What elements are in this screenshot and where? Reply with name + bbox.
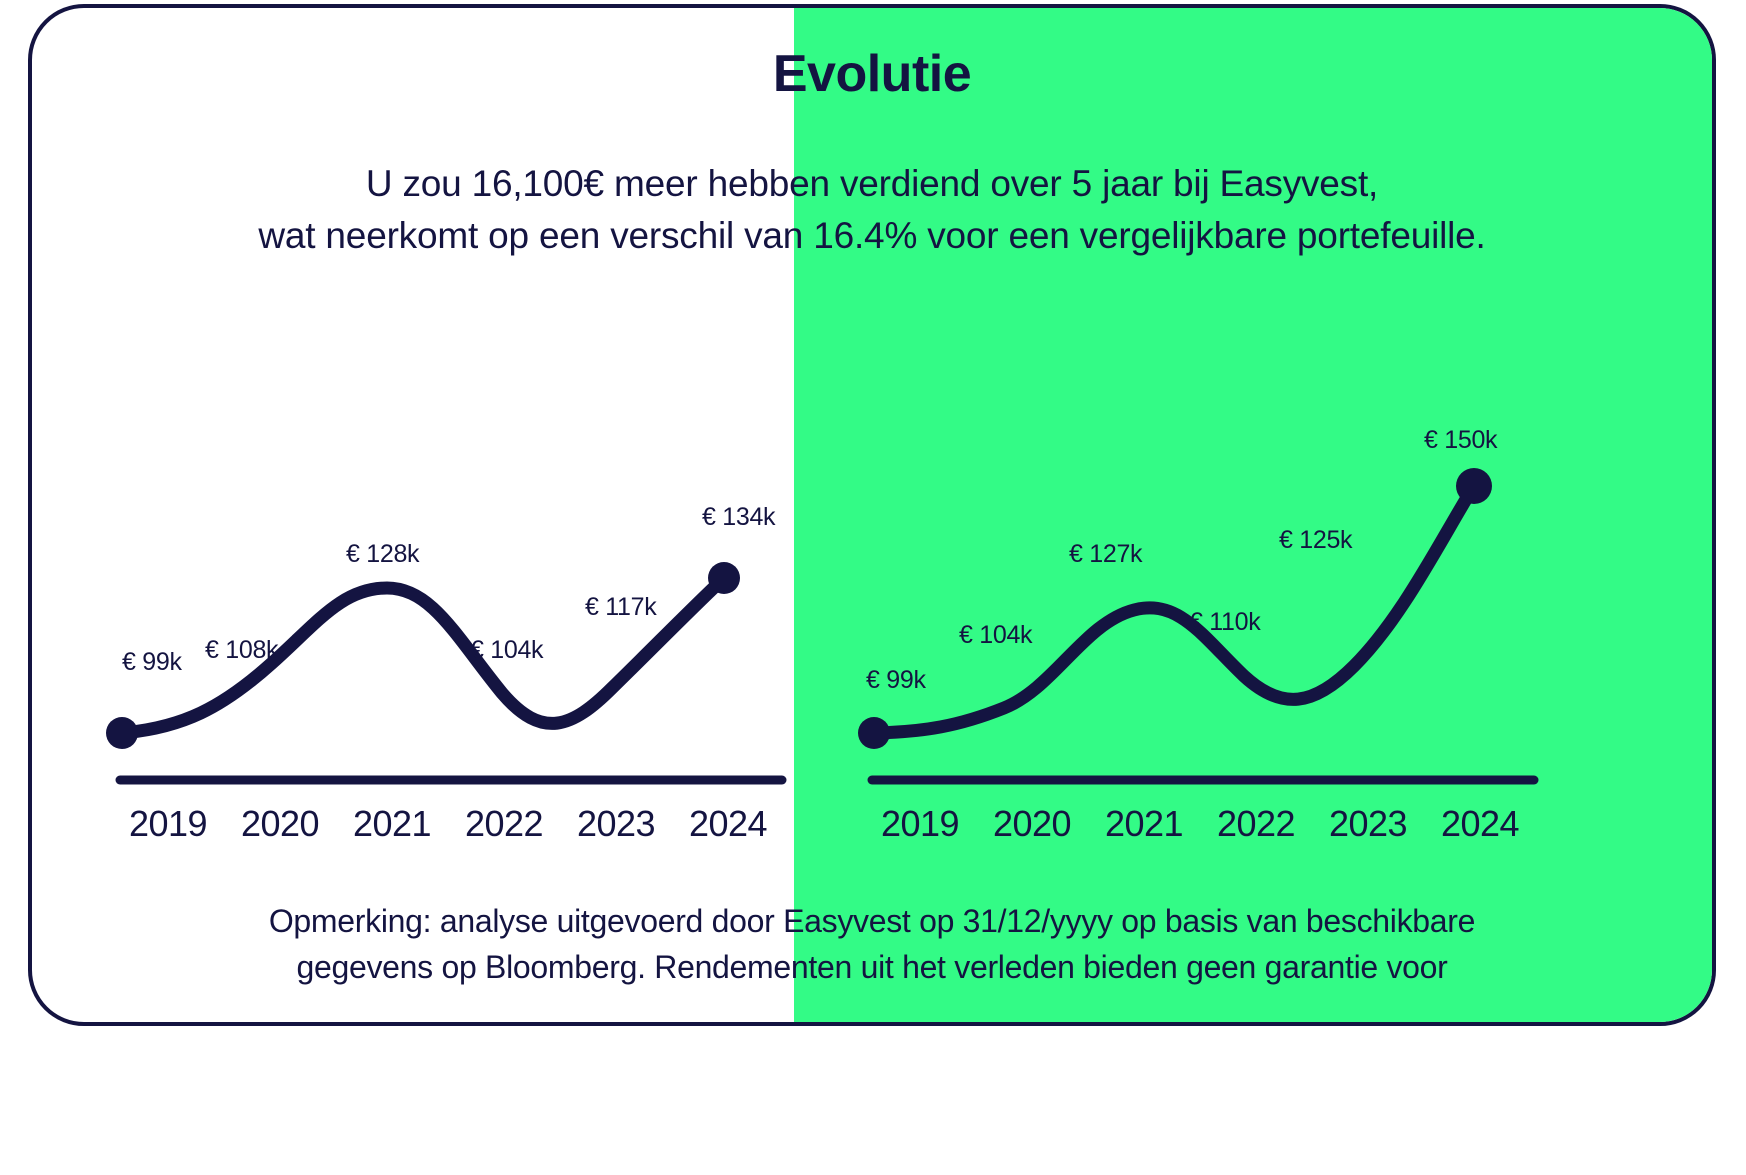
left-chart-label-2020: € 108k [205, 636, 279, 664]
left-chart-label-2019: € 99k [122, 648, 182, 676]
right-chart-x-axis: 2019 2020 2021 2022 2023 2024 [864, 803, 1536, 845]
right-chart-label-2021: € 127k [1069, 540, 1143, 568]
right-chart-svg [858, 468, 1539, 785]
left-x-tick-2023: 2023 [576, 803, 656, 844]
footnote-text: Opmerking: analyse uitgevoerd door Easyv… [92, 898, 1652, 990]
left-chart-label-2022: € 104k [470, 636, 544, 664]
page-title: Evolutie [772, 45, 972, 103]
evolution-card: Evolutie U zou 16,100€ meer hebben verdi… [28, 4, 1716, 1026]
left-chart-line [115, 571, 731, 740]
left-chart-label-2021: € 128k [346, 540, 420, 568]
card-content: Evolutie U zou 16,100€ meer hebben verdi… [32, 8, 1712, 1022]
right-chart-point-2019 [858, 717, 890, 749]
footnote-line-1: Opmerking: analyse uitgevoerd door Easyv… [268, 903, 1476, 939]
right-x-tick-2022: 2022 [1216, 803, 1296, 844]
right-x-tick-2019: 2019 [880, 803, 960, 844]
footnote-line-2: gegevens op Bloomberg. Rendementen uit h… [296, 949, 1448, 985]
right-x-tick-2023: 2023 [1328, 803, 1408, 844]
right-chart: € 99k € 104k € 127k € 110k € 125k € 150k… [844, 408, 1564, 844]
right-x-tick-2020: 2020 [992, 803, 1072, 844]
subtitle-line-2: wat neerkomt op een verschil van 16.4% v… [258, 215, 1486, 256]
right-chart-label-2019: € 99k [866, 666, 926, 694]
right-x-tick-2021: 2021 [1104, 803, 1184, 844]
subtitle-text: U zou 16,100€ meer hebben verdiend over … [32, 158, 1712, 262]
left-x-tick-2021: 2021 [352, 803, 432, 844]
green-background-panel [794, 8, 1712, 1022]
left-x-tick-2022: 2022 [464, 803, 544, 844]
left-chart-svg [106, 562, 787, 785]
subtitle-line-1: U zou 16,100€ meer hebben verdiend over … [365, 163, 1379, 204]
left-chart-x-axis: 2019 2020 2021 2022 2023 2024 [112, 803, 784, 845]
left-chart-point-2019 [106, 717, 138, 749]
right-chart-label-2023: € 125k [1279, 526, 1353, 554]
left-chart-label-2024: € 134k [702, 503, 776, 531]
right-x-tick-2024: 2024 [1440, 803, 1520, 844]
left-x-tick-2024: 2024 [688, 803, 768, 844]
right-chart-point-2024 [1456, 468, 1492, 504]
right-chart-label-2024: € 150k [1424, 426, 1498, 454]
left-x-tick-2019: 2019 [128, 803, 208, 844]
left-chart-label-2023: € 117k [585, 593, 657, 621]
left-x-tick-2020: 2020 [240, 803, 320, 844]
right-chart-label-2022: € 110k [1189, 608, 1261, 636]
left-chart: € 99k € 108k € 128k € 104k € 117k € 134k… [92, 408, 812, 844]
right-chart-label-2020: € 104k [959, 621, 1033, 649]
left-chart-point-2024 [708, 562, 740, 594]
right-chart-line [867, 479, 1481, 740]
